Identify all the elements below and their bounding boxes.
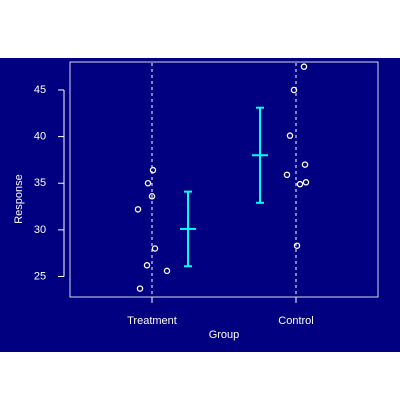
data-point [151,245,159,252]
data-point [143,262,151,269]
y-axis-title: Response [13,174,25,224]
data-points [134,63,310,292]
data-point [296,180,304,188]
data-point [301,161,309,168]
data-point [293,242,301,249]
plot-frame [69,61,379,298]
y-tick-label: 35 [34,177,46,189]
data-point [136,285,144,292]
y-tick-label: 45 [34,84,46,96]
data-point [148,193,156,200]
data-point [302,179,310,186]
data-point [300,63,308,70]
mean-intervals [180,106,268,268]
plot-panel: 25 30 35 40 45 Treatment Control Group Respon… [0,58,400,352]
data-point [286,132,294,139]
response-by-group-chart: 25 30 35 40 45 Treatment Control Group Respon… [13,61,379,341]
data-point [134,206,142,213]
data-point [163,267,171,275]
y-axis: 25 30 35 40 45 [34,84,65,282]
data-point [149,166,157,174]
x-axis: Treatment Control [127,297,314,327]
data-point [283,171,291,179]
data-point [144,179,152,187]
y-tick-label: 25 [34,270,46,282]
y-tick-label: 40 [34,131,46,143]
x-tick-label: Treatment [127,315,177,327]
group-reference-lines [151,63,297,297]
x-tick-label: Control [278,315,313,327]
data-point [290,86,298,94]
y-tick-label: 30 [34,224,46,236]
x-axis-title: Group [209,329,240,341]
